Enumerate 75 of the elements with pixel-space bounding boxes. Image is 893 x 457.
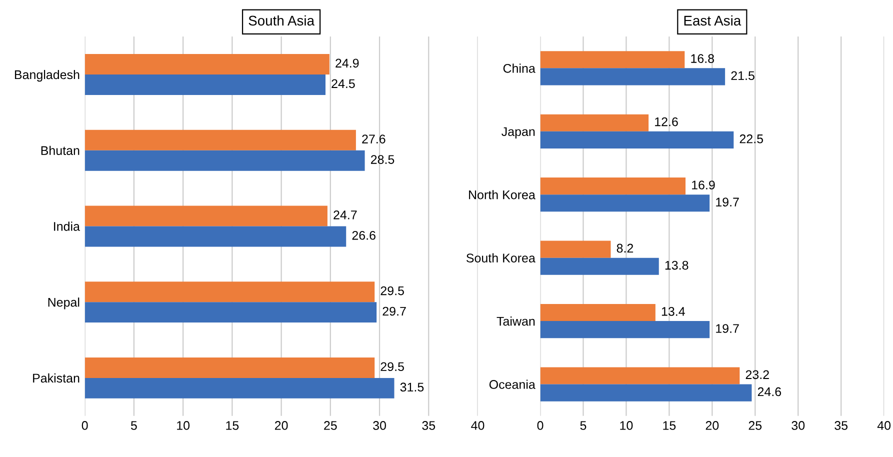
x-tick-label: 35 <box>834 421 848 430</box>
x-tick-label: 35 <box>422 421 436 430</box>
x-tick-label: 40 <box>877 421 891 430</box>
data-label: 24.6 <box>758 387 782 396</box>
bar <box>84 378 394 398</box>
data-label: 19.7 <box>716 198 739 206</box>
chart-title: East Asia <box>684 15 742 26</box>
y-tick-label: Bhutan <box>41 146 80 156</box>
bar <box>540 131 734 148</box>
y-tick-label: Oceania <box>489 380 536 389</box>
x-tick-label: 15 <box>226 421 239 430</box>
data-label: 24.9 <box>336 58 359 68</box>
bar <box>540 68 726 86</box>
x-tick-label: 0 <box>537 421 544 430</box>
bar <box>84 282 375 302</box>
x-tick-label: 5 <box>580 421 586 430</box>
data-label: 31.5 <box>400 382 424 392</box>
bar <box>84 130 356 150</box>
bar <box>84 54 330 74</box>
bar <box>84 206 328 226</box>
x-tick-label: 25 <box>748 421 762 430</box>
data-label: 28.5 <box>370 155 394 164</box>
y-tick-label: South Korea <box>466 253 536 262</box>
bar <box>84 226 346 247</box>
data-label: 29.7 <box>382 306 406 316</box>
data-label: 22.5 <box>740 134 764 144</box>
x-tick-label: 30 <box>792 421 805 430</box>
data-label: 19.7 <box>716 324 739 333</box>
x-tick-label: 25 <box>324 421 337 430</box>
y-tick-label: Japan <box>502 127 535 139</box>
x-tick-label: 15 <box>663 421 676 430</box>
data-label: 12.6 <box>655 117 678 126</box>
data-label: 13.4 <box>662 307 685 316</box>
bar <box>540 240 611 258</box>
x-tick-label: 10 <box>177 421 190 430</box>
bar <box>84 150 365 171</box>
bar <box>540 194 710 212</box>
bar <box>540 304 656 322</box>
bar <box>84 302 377 323</box>
data-label: 21.5 <box>731 71 754 80</box>
bar <box>540 258 659 275</box>
data-label: 24.7 <box>334 210 357 220</box>
y-tick-label: North Korea <box>469 190 536 200</box>
bar <box>540 51 685 68</box>
bar <box>540 367 740 384</box>
x-tick-label: 0 <box>82 421 88 430</box>
x-tick-label: 5 <box>130 421 137 430</box>
bar <box>540 384 752 402</box>
y-tick-label: India <box>54 222 80 231</box>
y-tick-label: China <box>503 64 536 73</box>
x-tick-label: 20 <box>274 421 288 430</box>
bar <box>540 178 686 195</box>
bar <box>540 321 710 338</box>
data-label: 24.5 <box>332 79 355 88</box>
y-tick-label: Taiwan <box>496 316 535 326</box>
data-label: 29.5 <box>380 362 404 372</box>
data-label: 16.8 <box>691 54 714 63</box>
bar <box>84 357 375 378</box>
y-tick-label: Nepal <box>48 298 80 310</box>
data-label: 27.6 <box>362 134 386 144</box>
data-label: 26.6 <box>352 230 376 240</box>
chart-title: South Asia <box>248 15 314 26</box>
bar <box>540 114 649 132</box>
y-tick-label: Pakistan <box>33 373 80 383</box>
data-label: 29.5 <box>380 286 404 296</box>
data-label: 16.9 <box>692 180 715 190</box>
x-tick-label: 30 <box>373 421 386 430</box>
data-label: 8.2 <box>616 244 634 253</box>
data-label: 23.2 <box>746 370 769 380</box>
x-tick-label: 40 <box>471 421 484 430</box>
bar <box>84 74 326 95</box>
x-tick-label: 10 <box>620 421 633 430</box>
data-label: 13.8 <box>665 260 688 270</box>
y-tick-label: Bangladesh <box>14 70 80 82</box>
x-tick-label: 20 <box>706 421 719 430</box>
